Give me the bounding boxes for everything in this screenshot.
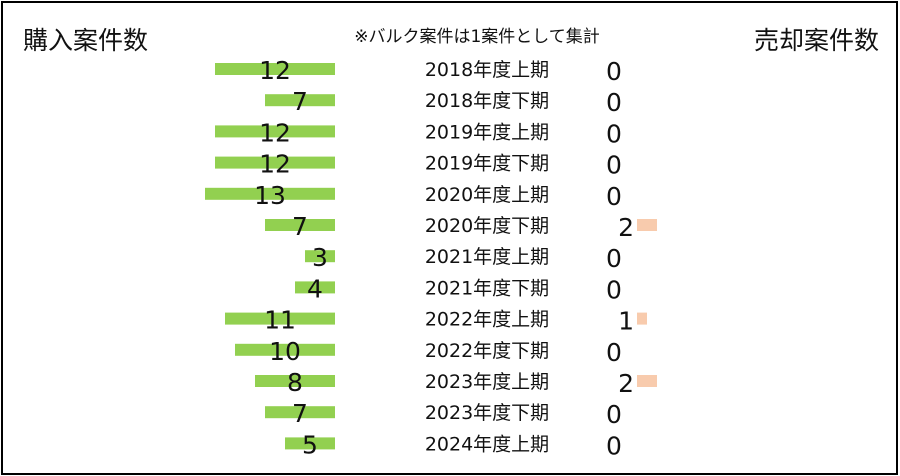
sale-value-label: 0 bbox=[606, 275, 622, 304]
sale-value-label: 0 bbox=[606, 431, 622, 460]
sale-value-label: 0 bbox=[606, 57, 622, 86]
sale-value-label: 0 bbox=[606, 338, 622, 367]
sale-bar bbox=[637, 219, 657, 231]
sale-value-label: 1 bbox=[618, 307, 634, 336]
purchase-value-label: 7 bbox=[292, 399, 308, 428]
purchase-bar bbox=[295, 281, 335, 294]
title-left: 購入案件数 bbox=[23, 26, 148, 55]
sale-value-label: 0 bbox=[606, 88, 622, 117]
purchase-value-label: 7 bbox=[292, 212, 308, 241]
sale-value-label: 0 bbox=[606, 400, 622, 429]
purchase-bar bbox=[235, 343, 335, 356]
category-label: 2022年度下期 bbox=[425, 340, 549, 362]
category-label: 2021年度上期 bbox=[425, 246, 549, 268]
category-label: 2019年度上期 bbox=[425, 121, 549, 143]
sale-value-label: 0 bbox=[606, 182, 622, 211]
category-label: 2018年度上期 bbox=[425, 59, 549, 81]
chart-svg: 購入案件数 ※バルク案件は1案件として集計 売却案件数 12 2018年度上期 07… bbox=[23, 26, 879, 460]
purchase-bar bbox=[215, 156, 335, 169]
purchase-value-label: 11 bbox=[264, 306, 296, 335]
sale-value-label: 0 bbox=[606, 151, 622, 180]
purchase-value-label: 13 bbox=[254, 181, 286, 210]
purchase-value-label: 8 bbox=[287, 368, 303, 397]
purchase-value-label: 5 bbox=[302, 430, 318, 459]
purchase-bar bbox=[255, 375, 335, 387]
title-right: 売却案件数 bbox=[754, 26, 879, 55]
sale-bar bbox=[637, 312, 647, 325]
purchase-value-label: 12 bbox=[259, 150, 291, 179]
purchase-bar bbox=[285, 437, 335, 450]
category-label: 2023年度上期 bbox=[425, 371, 549, 393]
category-label: 2018年度下期 bbox=[425, 90, 549, 112]
purchase-value-label: 10 bbox=[269, 337, 301, 366]
sale-value-label: 2 bbox=[618, 369, 634, 398]
category-label: 2022年度上期 bbox=[425, 309, 549, 331]
purchase-bar bbox=[205, 187, 335, 200]
category-label: 2024年度上期 bbox=[425, 433, 549, 455]
category-label: 2019年度下期 bbox=[425, 153, 549, 175]
sale-value-label: 0 bbox=[606, 244, 622, 273]
category-label: 2020年度上期 bbox=[425, 184, 549, 206]
purchase-value-label: 12 bbox=[259, 56, 291, 85]
sale-value-label: 0 bbox=[606, 119, 622, 148]
sale-bar bbox=[637, 375, 657, 387]
purchase-bar bbox=[265, 94, 335, 107]
category-label: 2023年度下期 bbox=[425, 402, 549, 424]
purchase-value-label: 7 bbox=[292, 87, 308, 116]
purchase-value-label: 3 bbox=[312, 243, 328, 272]
category-label: 2021年度下期 bbox=[425, 277, 549, 299]
sale-value-label: 2 bbox=[618, 213, 634, 242]
purchase-bar bbox=[265, 406, 335, 419]
purchase-value-label: 12 bbox=[259, 118, 291, 147]
purchase-bar bbox=[265, 219, 335, 231]
bars-layer: 12 2018年度上期 07 2018年度下期 012 2019年度上期 012 2019年度… bbox=[205, 56, 657, 460]
category-label: 2020年度下期 bbox=[425, 215, 549, 237]
purchase-bar bbox=[305, 250, 335, 263]
purchase-bar bbox=[215, 63, 335, 75]
note-text: ※バルク案件は1案件として集計 bbox=[354, 27, 600, 47]
purchase-bar bbox=[225, 312, 335, 325]
purchase-bar bbox=[215, 125, 335, 138]
purchase-value-label: 4 bbox=[307, 274, 323, 303]
